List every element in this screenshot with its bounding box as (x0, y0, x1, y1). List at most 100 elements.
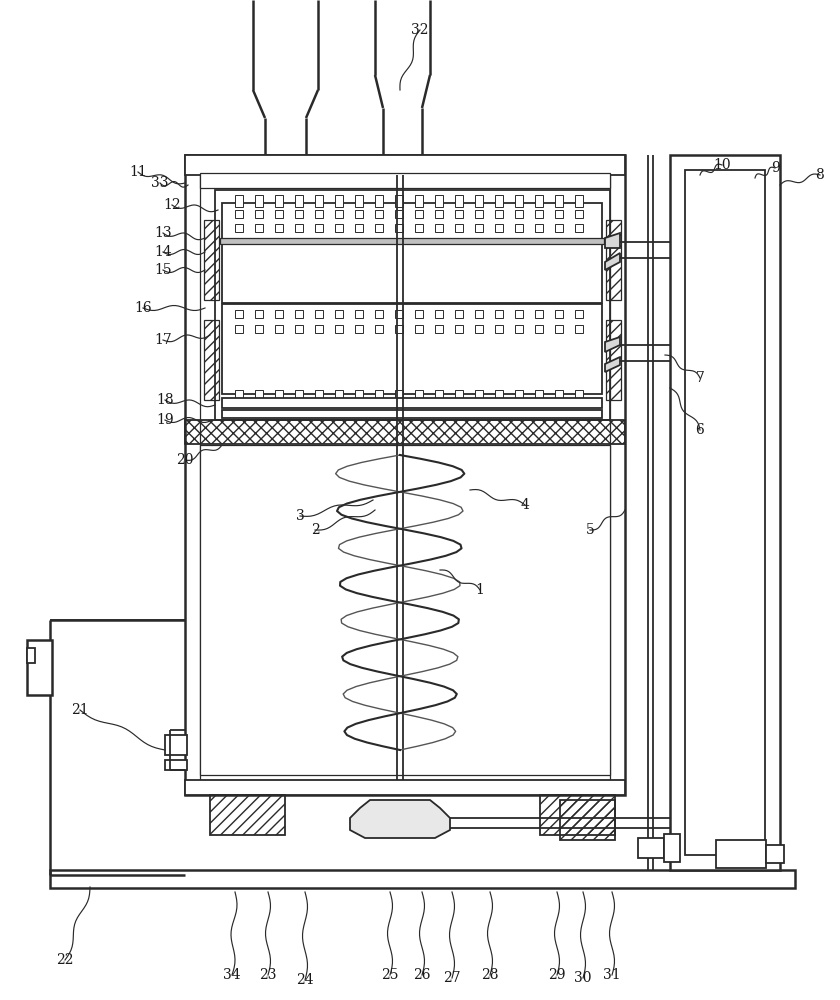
Bar (335, 310, 343, 318)
Text: 7: 7 (696, 371, 705, 385)
Bar (200, 445, 610, 775)
Bar (275, 195, 283, 207)
Text: 31: 31 (603, 968, 621, 982)
Bar (716, 840, 766, 868)
Bar (575, 390, 583, 402)
Bar (375, 310, 383, 318)
Bar (275, 310, 283, 318)
Bar (375, 325, 383, 333)
Bar (375, 390, 383, 402)
Bar (575, 325, 583, 333)
Text: 25: 25 (381, 968, 399, 982)
Bar (515, 210, 523, 218)
Bar (210, 795, 285, 835)
Bar (235, 210, 243, 218)
Bar (435, 210, 443, 218)
Text: 11: 11 (129, 165, 147, 179)
Bar (275, 390, 283, 402)
Bar (215, 190, 610, 420)
Bar (315, 224, 323, 232)
Bar (355, 210, 363, 218)
Bar (455, 224, 463, 232)
Bar (315, 195, 323, 207)
Polygon shape (350, 800, 450, 838)
Bar (535, 390, 543, 402)
Bar (200, 173, 610, 188)
Bar (222, 304, 602, 394)
Bar (165, 760, 187, 770)
Bar (235, 224, 243, 232)
Bar (395, 195, 403, 207)
Bar (315, 390, 323, 402)
Bar (560, 800, 615, 840)
Bar (435, 224, 443, 232)
Bar (495, 210, 503, 218)
Bar (355, 195, 363, 207)
Text: 2: 2 (311, 523, 319, 537)
Bar (575, 195, 583, 207)
Bar (415, 325, 423, 333)
Text: 20: 20 (176, 453, 194, 467)
Bar (685, 170, 765, 855)
Bar (235, 390, 243, 402)
Bar (335, 390, 343, 402)
Bar (395, 325, 403, 333)
Text: 22: 22 (56, 953, 74, 967)
Bar (475, 210, 483, 218)
Bar (435, 195, 443, 207)
Text: 28: 28 (481, 968, 499, 982)
Text: 13: 13 (155, 226, 172, 240)
Text: 32: 32 (412, 23, 428, 37)
Text: 26: 26 (413, 968, 431, 982)
Text: 15: 15 (155, 263, 172, 277)
Bar (220, 238, 604, 244)
Bar (495, 325, 503, 333)
Bar (415, 210, 423, 218)
Bar (495, 224, 503, 232)
Bar (515, 310, 523, 318)
Bar (535, 224, 543, 232)
Bar (355, 310, 363, 318)
Bar (535, 325, 543, 333)
Text: 30: 30 (575, 971, 591, 985)
Bar (515, 390, 523, 402)
Text: 17: 17 (154, 333, 172, 347)
Bar (415, 390, 423, 402)
Bar (395, 390, 403, 402)
Text: 6: 6 (696, 423, 705, 437)
Bar (335, 195, 343, 207)
Bar (185, 155, 625, 175)
Text: 1: 1 (475, 583, 485, 597)
Bar (728, 808, 740, 838)
Bar (555, 195, 563, 207)
Bar (375, 224, 383, 232)
Bar (475, 310, 483, 318)
Bar (515, 195, 523, 207)
Bar (185, 155, 625, 795)
Text: 4: 4 (521, 498, 529, 512)
Bar (435, 310, 443, 318)
Bar (255, 390, 263, 402)
Bar (575, 224, 583, 232)
Bar (275, 325, 283, 333)
Bar (535, 195, 543, 207)
Text: 9: 9 (770, 161, 780, 175)
Polygon shape (605, 337, 620, 352)
Bar (555, 224, 563, 232)
Bar (606, 220, 621, 300)
Bar (165, 735, 187, 755)
Bar (575, 310, 583, 318)
Bar (638, 838, 664, 858)
Bar (555, 390, 563, 402)
Bar (395, 210, 403, 218)
Bar (395, 224, 403, 232)
Bar (455, 325, 463, 333)
Text: 34: 34 (223, 968, 241, 982)
Text: 19: 19 (156, 413, 174, 427)
Bar (222, 203, 602, 303)
Bar (710, 812, 728, 836)
Bar (475, 325, 483, 333)
Bar (555, 210, 563, 218)
Bar (222, 398, 602, 408)
Bar (295, 325, 303, 333)
